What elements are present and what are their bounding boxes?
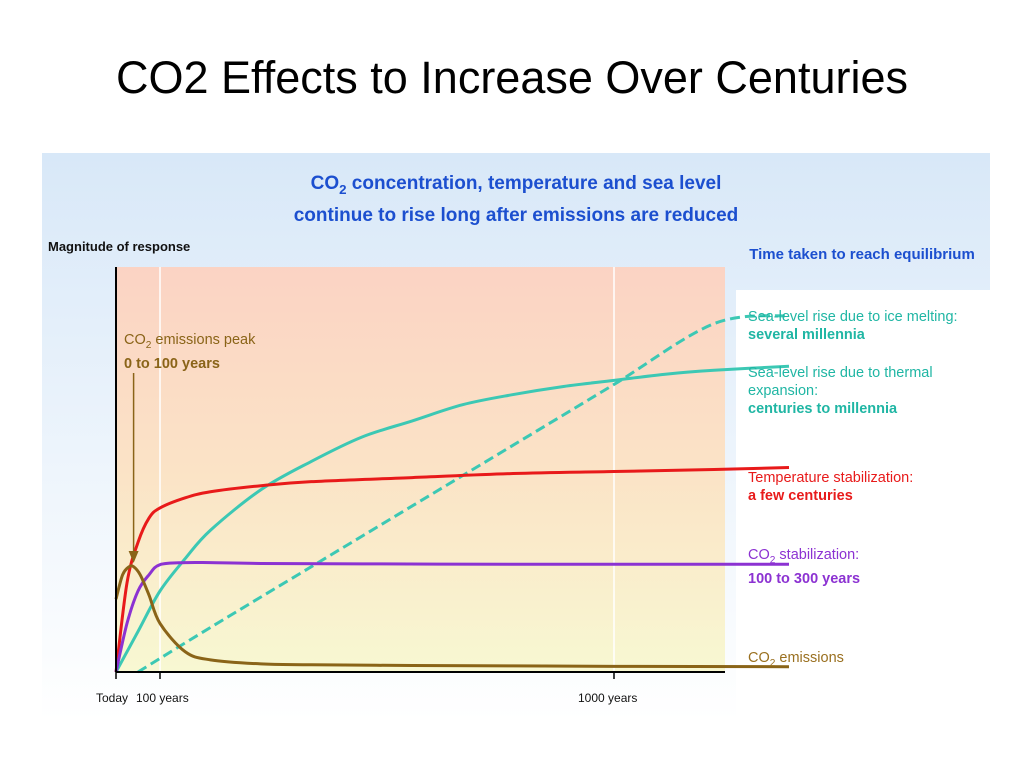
x-tick-label-1: 100 years [136, 691, 189, 705]
peak-annotation: CO2 emissions peak 0 to 100 years [124, 332, 256, 372]
slide-title: CO2 Effects to Increase Over Centuries [115, 52, 908, 103]
y-axis-label: Magnitude of response [48, 239, 191, 254]
series-thermal-expansion [114, 364, 790, 673]
legend-co2-stabilization: CO2 stabilization: 100 to 300 years [748, 547, 861, 587]
legend-temperature: Temperature stabilization: a few centurie… [748, 470, 914, 504]
chart-title: CO2 concentration, temperature and sea l… [42, 171, 990, 229]
chart-figure: CO2 concentration, temperature and sea l… [42, 153, 990, 721]
plot-area [114, 267, 790, 679]
legend-ice-melting: Sea-level rise due to ice melting: severa… [748, 309, 958, 343]
x-tick-label-2: 1000 years [578, 691, 638, 705]
x-tick-label-0: Today [96, 691, 129, 705]
series-co2-stabilization [114, 560, 789, 673]
legend-co2-emissions: CO2 emissions [748, 650, 844, 669]
legend-panel [736, 290, 990, 721]
series-co2-emissions [114, 564, 790, 669]
plot-background [116, 267, 725, 672]
series-temperature [114, 465, 790, 673]
title-line1: CO2 concentration, temperature and sea l… [310, 173, 722, 197]
series-ice-melting [137, 314, 790, 674]
peak-arrow-head [128, 551, 139, 563]
legend-thermal-expansion: Sea-level rise due to thermal expansion:… [748, 365, 933, 417]
title-line2: continue to rise long after emissions ar… [293, 204, 739, 226]
equilibrium-header: Time taken to reach equilibrium [749, 246, 975, 263]
